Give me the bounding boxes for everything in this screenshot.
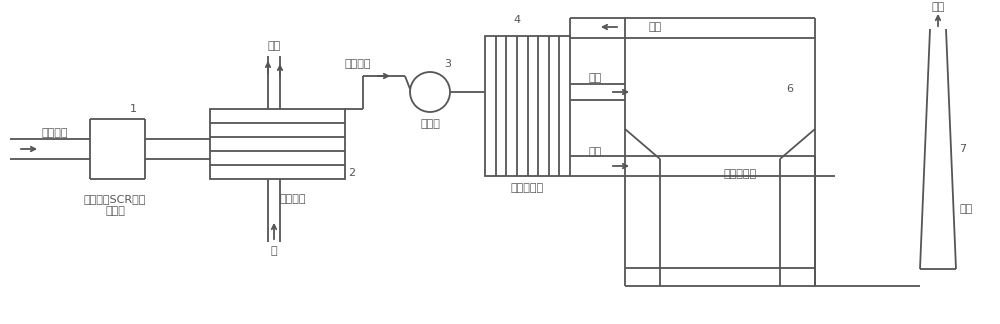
Bar <box>210 109 345 179</box>
Text: 3: 3 <box>444 59 452 69</box>
Text: 焦炉烟气: 焦炉烟气 <box>42 128 68 138</box>
Text: 1: 1 <box>130 104 136 114</box>
Text: 中温耐硫SCR催化: 中温耐硫SCR催化 <box>84 194 146 204</box>
Text: 引风机: 引风机 <box>420 119 440 129</box>
Bar <box>485 36 570 176</box>
Text: 烟气: 烟气 <box>588 73 602 83</box>
Text: 烟气: 烟气 <box>931 2 945 12</box>
Text: 余热锅炉: 余热锅炉 <box>279 194 306 204</box>
Text: 焦化烟气: 焦化烟气 <box>345 59 371 69</box>
Text: 脱硫吸收塔: 脱硫吸收塔 <box>723 169 757 179</box>
Text: 烟气: 烟气 <box>588 147 602 157</box>
Text: 2: 2 <box>348 168 356 178</box>
Text: 水: 水 <box>271 246 277 256</box>
Text: 6: 6 <box>786 84 794 94</box>
Text: 剂装置: 剂装置 <box>105 206 125 216</box>
Text: 烟气: 烟气 <box>648 22 662 32</box>
Text: 烟囱: 烟囱 <box>959 204 973 214</box>
Text: 4: 4 <box>514 15 521 25</box>
Text: 热备换热器: 热备换热器 <box>511 183 544 193</box>
Text: 7: 7 <box>959 144 967 154</box>
Text: 蒸汽: 蒸汽 <box>267 41 281 51</box>
